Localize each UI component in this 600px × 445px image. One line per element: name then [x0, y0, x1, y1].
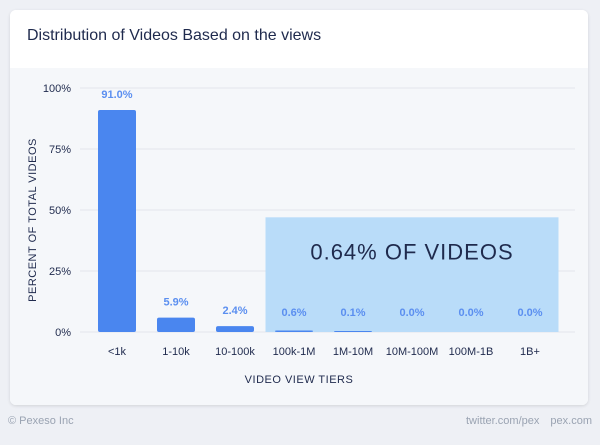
highlight-region: [265, 217, 559, 332]
bar: [216, 326, 254, 332]
bar-value-label: 0.0%: [399, 307, 424, 319]
x-tick-label: 10M-100M: [386, 346, 439, 358]
bar-value-label: 2.4%: [222, 305, 247, 317]
footer-links: twitter.com/pex pex.com: [458, 415, 592, 427]
y-tick-label: 25%: [49, 266, 71, 278]
chart-title: Distribution of Videos Based on the view…: [27, 27, 322, 44]
bar-value-label: 91.0%: [101, 89, 132, 101]
site-link[interactable]: pex.com: [550, 415, 592, 427]
x-tick-label: 1M-10M: [333, 346, 373, 358]
y-tick-label: 75%: [49, 144, 71, 156]
bar: [334, 331, 372, 332]
bar-value-label: 0.0%: [458, 307, 483, 319]
y-tick-label: 50%: [49, 205, 71, 217]
bar-value-label: 0.1%: [340, 307, 365, 319]
x-tick-label: 10-100k: [215, 346, 255, 358]
y-axis-title: PERCENT OF TOTAL VIDEOS: [27, 138, 39, 302]
twitter-link[interactable]: twitter.com/pex: [466, 415, 540, 427]
x-tick-label: 100M-1B: [449, 346, 494, 358]
bar-chart: 0% 25% 50% 75% 100% 0.64% OF VIDEOS 91.0% <1k 5.…: [27, 83, 575, 386]
chart-header: Distribution of Videos Based on the view…: [10, 10, 588, 68]
chart-card: Distribution of Videos Based on the view…: [10, 10, 588, 405]
footer-copyright: © Pexeso Inc: [8, 415, 74, 427]
x-tick-label: <1k: [108, 346, 127, 358]
bar-value-label: 5.9%: [163, 297, 188, 309]
bar: [275, 330, 313, 332]
x-tick-label: 1-10k: [162, 346, 190, 358]
x-tick-label: 100k-1M: [273, 346, 316, 358]
y-tick-label: 100%: [43, 83, 71, 95]
x-tick-label: 1B+: [520, 346, 540, 358]
bar-value-label: 0.6%: [281, 307, 306, 319]
bar-value-label: 0.0%: [517, 307, 542, 319]
y-tick-label: 0%: [55, 327, 71, 339]
bar: [157, 317, 195, 332]
bar: [98, 109, 136, 333]
x-axis-title: VIDEO VIEW TIERS: [245, 374, 354, 386]
highlight-annotation: 0.64% OF VIDEOS: [310, 239, 513, 264]
